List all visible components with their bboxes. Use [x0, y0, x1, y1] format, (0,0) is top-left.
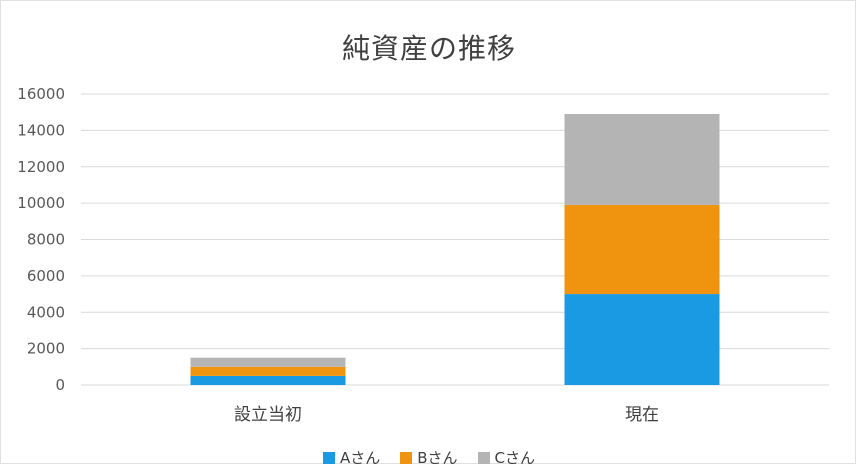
y-tick-label: 12000	[17, 158, 65, 176]
legend-label: Aさん	[339, 449, 381, 467]
legend-label: Bさん	[417, 449, 458, 467]
legend-swatch	[477, 452, 490, 464]
legend-item: Bさん	[400, 447, 458, 468]
legend-item: Cさん	[477, 447, 536, 468]
chart-legend: Aさん Bさん Cさん	[1, 447, 856, 468]
bar-2-1	[190, 366, 346, 376]
y-tick-label: 6000	[27, 267, 65, 285]
legend-label: Cさん	[494, 449, 536, 467]
y-tick-label: 8000	[27, 231, 65, 249]
y-tick-label: 14000	[17, 121, 65, 139]
legend-swatch	[322, 452, 335, 464]
bar-1-1	[190, 375, 346, 385]
bar-3-2	[564, 114, 720, 205]
x-category-label: 現在	[625, 405, 659, 425]
y-tick-label: 10000	[17, 194, 65, 212]
y-tick-label: 16000	[17, 85, 65, 103]
bar-3-1	[190, 357, 346, 367]
bar-2-2	[564, 204, 720, 295]
legend-item: Aさん	[322, 447, 381, 468]
legend-swatch	[400, 452, 413, 464]
bar-1-2	[564, 294, 720, 385]
y-tick-label: 0	[55, 376, 65, 394]
y-tick-label: 4000	[27, 303, 65, 321]
chart-title: 純資産の推移	[341, 32, 516, 65]
x-category-label: 設立当初	[234, 405, 302, 425]
y-tick-label: 2000	[27, 340, 65, 358]
